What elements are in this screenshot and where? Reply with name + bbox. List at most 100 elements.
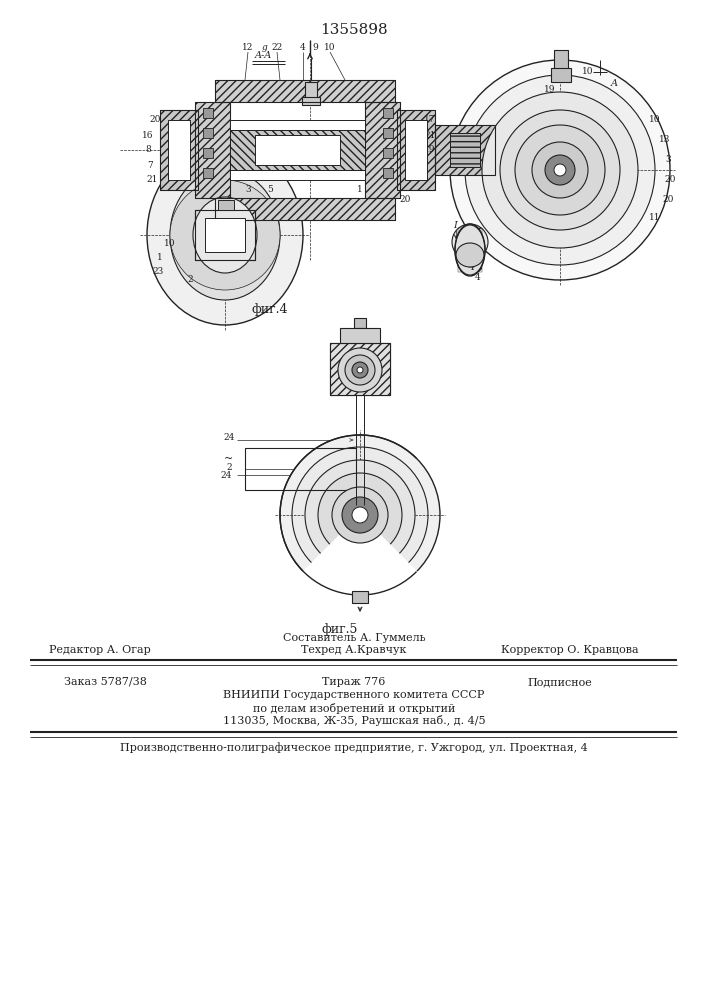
Ellipse shape — [456, 243, 484, 267]
Bar — [383, 168, 393, 178]
Text: 8: 8 — [459, 255, 465, 264]
Bar — [230, 130, 365, 170]
Text: 7: 7 — [147, 160, 153, 169]
Text: 4: 4 — [469, 263, 475, 272]
Text: 2: 2 — [226, 462, 232, 472]
Bar — [203, 128, 213, 138]
Text: Техред А.Кравчук: Техред А.Кравчук — [301, 645, 407, 655]
Circle shape — [342, 497, 378, 533]
Circle shape — [332, 487, 388, 543]
Bar — [383, 128, 393, 138]
Wedge shape — [170, 180, 280, 290]
Bar — [203, 148, 213, 158]
Bar — [203, 168, 213, 178]
Bar — [230, 130, 365, 170]
Text: фиг.5: фиг.5 — [322, 624, 358, 637]
Circle shape — [545, 155, 575, 185]
Text: Подписное: Подписное — [527, 677, 592, 687]
Circle shape — [450, 60, 670, 280]
Text: 23: 23 — [153, 267, 163, 276]
Bar — [450, 133, 480, 167]
Text: 22: 22 — [271, 43, 283, 52]
Bar — [195, 102, 230, 198]
Polygon shape — [302, 515, 418, 597]
Text: 10: 10 — [325, 43, 336, 52]
Bar — [554, 50, 568, 70]
Bar — [195, 102, 230, 198]
Text: Тираж 776: Тираж 776 — [322, 677, 386, 687]
Ellipse shape — [455, 225, 485, 275]
Circle shape — [280, 435, 440, 595]
Text: 19: 19 — [424, 145, 436, 154]
Bar — [215, 80, 395, 102]
Text: ~: ~ — [223, 454, 233, 464]
Circle shape — [345, 355, 375, 385]
Ellipse shape — [193, 197, 257, 273]
Bar — [302, 97, 320, 105]
Bar — [203, 108, 213, 118]
Text: 20: 20 — [399, 196, 411, 205]
Bar — [383, 108, 393, 118]
Text: 1: 1 — [157, 253, 163, 262]
Bar — [354, 318, 366, 328]
Circle shape — [357, 367, 363, 373]
Bar — [352, 591, 368, 603]
Text: 20: 20 — [149, 115, 160, 124]
Text: 10: 10 — [583, 68, 594, 77]
Circle shape — [500, 110, 620, 230]
Text: I: I — [453, 221, 457, 230]
Bar — [215, 80, 395, 102]
Bar — [551, 68, 571, 82]
Bar — [435, 125, 495, 175]
Circle shape — [554, 164, 566, 176]
Circle shape — [352, 507, 368, 523]
Text: Составитель А. Гуммель: Составитель А. Гуммель — [283, 633, 426, 643]
Bar — [450, 133, 480, 167]
Bar — [305, 82, 317, 100]
Text: A: A — [611, 79, 617, 88]
Bar — [195, 210, 255, 260]
Bar — [230, 120, 365, 180]
Text: Производственно-полиграфическое предприятие, г. Ужгород, ул. Проектная, 4: Производственно-полиграфическое предприя… — [120, 743, 588, 753]
Text: 113035, Москва, Ж-35, Раушская наб., д. 4/5: 113035, Москва, Ж-35, Раушская наб., д. … — [223, 716, 485, 726]
Circle shape — [305, 460, 415, 570]
Bar — [160, 110, 198, 190]
Text: 4: 4 — [475, 273, 481, 282]
Text: ВНИИПИ Государственного комитета СССР: ВНИИПИ Государственного комитета СССР — [223, 690, 485, 700]
Text: 11: 11 — [649, 213, 661, 222]
Bar — [168, 120, 190, 180]
Text: 3: 3 — [245, 186, 251, 194]
Bar — [218, 200, 234, 210]
Bar — [397, 110, 435, 190]
Text: 12: 12 — [243, 43, 254, 52]
Text: 21: 21 — [146, 176, 158, 184]
Circle shape — [465, 75, 655, 265]
Circle shape — [352, 362, 368, 378]
Ellipse shape — [452, 224, 488, 260]
Circle shape — [482, 92, 638, 248]
Text: 2: 2 — [187, 275, 193, 284]
Bar — [255, 135, 340, 165]
Text: 24: 24 — [221, 471, 232, 480]
Bar — [340, 328, 380, 343]
Circle shape — [338, 348, 382, 392]
Text: 17: 17 — [424, 115, 436, 124]
Circle shape — [318, 473, 402, 557]
Bar — [330, 343, 390, 395]
Bar — [397, 110, 435, 190]
Text: 8: 8 — [145, 145, 151, 154]
Bar — [195, 210, 255, 260]
Bar — [245, 448, 356, 490]
Text: 3: 3 — [665, 155, 671, 164]
Text: Редактор А. Огар: Редактор А. Огар — [49, 645, 151, 655]
Ellipse shape — [147, 145, 303, 325]
Text: 20: 20 — [665, 176, 676, 184]
Text: 1355898: 1355898 — [320, 23, 388, 37]
Circle shape — [292, 447, 428, 583]
Text: 20: 20 — [662, 196, 674, 205]
Text: 19: 19 — [544, 86, 556, 95]
Text: g: g — [262, 43, 268, 52]
Text: фиг.4: фиг.4 — [252, 304, 288, 316]
Text: 21: 21 — [424, 130, 436, 139]
Text: по делам изобретений и открытий: по делам изобретений и открытий — [253, 702, 455, 714]
